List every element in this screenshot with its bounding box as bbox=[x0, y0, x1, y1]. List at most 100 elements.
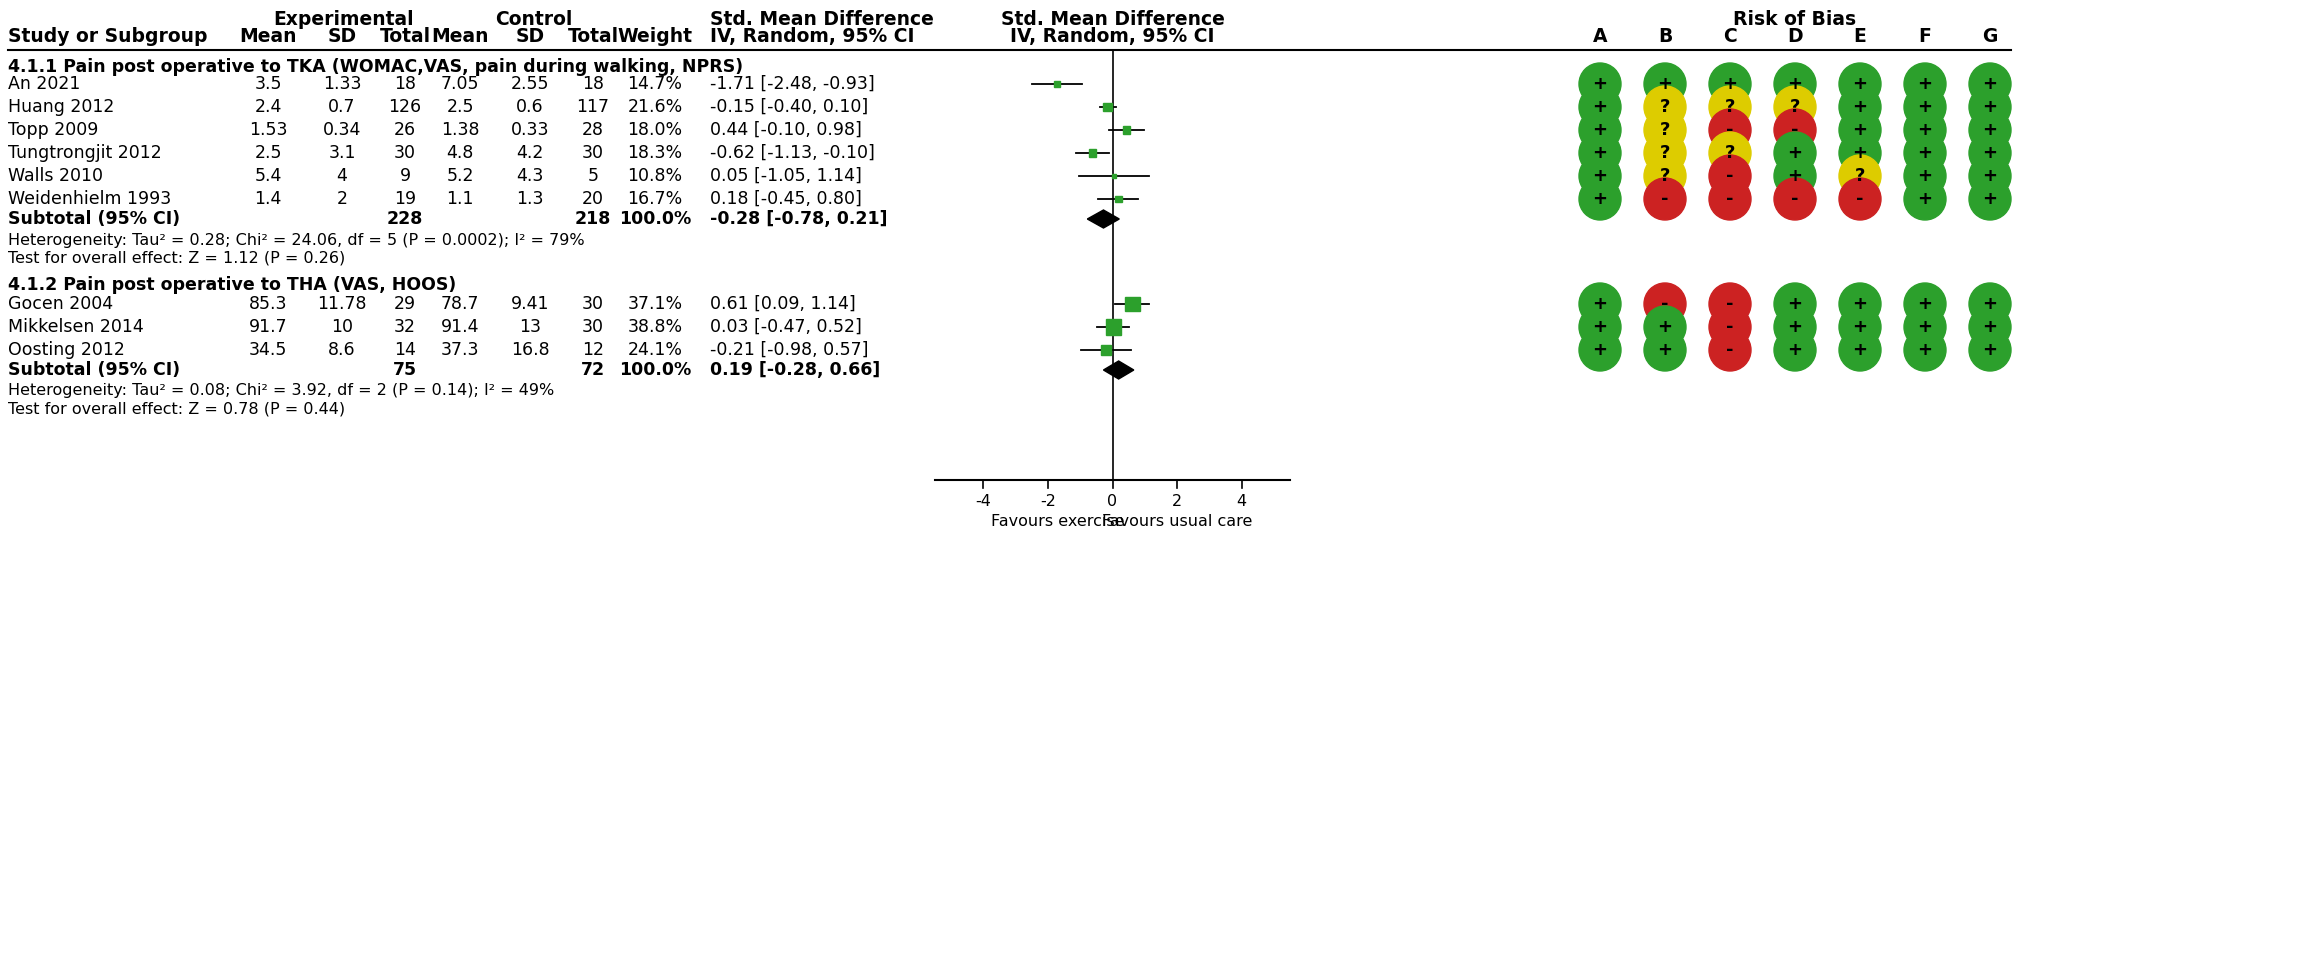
Text: -: - bbox=[1726, 341, 1733, 359]
Circle shape bbox=[1710, 155, 1752, 197]
Text: 21.6%: 21.6% bbox=[627, 98, 683, 116]
Text: Test for overall effect: Z = 1.12 (P = 0.26): Test for overall effect: Z = 1.12 (P = 0… bbox=[7, 251, 345, 266]
Text: Topp 2009: Topp 2009 bbox=[7, 121, 100, 139]
Text: C: C bbox=[1724, 27, 1738, 46]
Circle shape bbox=[1969, 132, 2011, 174]
Text: +: + bbox=[1854, 341, 1867, 359]
Text: 4: 4 bbox=[336, 167, 347, 185]
Text: 1.33: 1.33 bbox=[322, 75, 361, 93]
Circle shape bbox=[1710, 132, 1752, 174]
Circle shape bbox=[1904, 63, 1946, 105]
Text: 0.19 [-0.28, 0.66]: 0.19 [-0.28, 0.66] bbox=[710, 361, 879, 379]
Text: Huang 2012: Huang 2012 bbox=[7, 98, 113, 116]
Text: 30: 30 bbox=[583, 318, 604, 336]
Text: 20: 20 bbox=[583, 190, 604, 208]
Text: 1.53: 1.53 bbox=[248, 121, 287, 139]
Text: +: + bbox=[1592, 295, 1608, 313]
Text: 117: 117 bbox=[576, 98, 609, 116]
Text: -1.71 [-2.48, -0.93]: -1.71 [-2.48, -0.93] bbox=[710, 75, 875, 93]
Text: +: + bbox=[1854, 98, 1867, 116]
Text: Std. Mean Difference: Std. Mean Difference bbox=[1000, 11, 1224, 29]
Text: D: D bbox=[1786, 27, 1803, 46]
Circle shape bbox=[1643, 329, 1687, 371]
Text: 24.1%: 24.1% bbox=[627, 341, 683, 359]
Bar bbox=[1104, 103, 1113, 112]
Text: -2: -2 bbox=[1039, 495, 1055, 510]
Circle shape bbox=[1775, 109, 1816, 151]
Text: +: + bbox=[1786, 341, 1803, 359]
Circle shape bbox=[1969, 63, 2011, 105]
Text: SD: SD bbox=[329, 27, 356, 46]
Circle shape bbox=[1904, 283, 1946, 325]
Text: +: + bbox=[1918, 121, 1932, 139]
Text: -: - bbox=[1726, 190, 1733, 208]
Bar bbox=[1101, 345, 1111, 355]
Text: 18: 18 bbox=[583, 75, 604, 93]
Text: ?: ? bbox=[1659, 167, 1671, 185]
Circle shape bbox=[1969, 178, 2011, 220]
Text: 0.34: 0.34 bbox=[324, 121, 361, 139]
Text: G: G bbox=[1983, 27, 1997, 46]
Text: +: + bbox=[1983, 144, 1997, 162]
Circle shape bbox=[1710, 283, 1752, 325]
Text: +: + bbox=[1657, 318, 1673, 336]
Text: Tungtrongjit 2012: Tungtrongjit 2012 bbox=[7, 144, 162, 162]
Text: +: + bbox=[1983, 295, 1997, 313]
Text: B: B bbox=[1657, 27, 1673, 46]
Text: 30: 30 bbox=[393, 144, 417, 162]
Text: 91.4: 91.4 bbox=[440, 318, 479, 336]
Text: 228: 228 bbox=[386, 210, 423, 228]
Text: 91.7: 91.7 bbox=[248, 318, 287, 336]
Circle shape bbox=[1840, 155, 1881, 197]
Text: IV, Random, 95% CI: IV, Random, 95% CI bbox=[710, 27, 914, 46]
Text: +: + bbox=[1592, 75, 1608, 93]
Text: +: + bbox=[1722, 75, 1738, 93]
Text: 0.7: 0.7 bbox=[329, 98, 356, 116]
Text: 2.55: 2.55 bbox=[511, 75, 548, 93]
Text: Gocen 2004: Gocen 2004 bbox=[7, 295, 113, 313]
Text: 4.1.1 Pain post operative to TKA (WOMAC,VAS, pain during walking, NPRS): 4.1.1 Pain post operative to TKA (WOMAC,… bbox=[7, 58, 743, 76]
Text: +: + bbox=[1983, 341, 1997, 359]
Text: 10.8%: 10.8% bbox=[627, 167, 683, 185]
Text: 0.44 [-0.10, 0.98]: 0.44 [-0.10, 0.98] bbox=[710, 121, 861, 139]
Circle shape bbox=[1840, 329, 1881, 371]
Text: ?: ? bbox=[1659, 121, 1671, 139]
Text: +: + bbox=[1592, 121, 1608, 139]
Text: 30: 30 bbox=[583, 295, 604, 313]
Text: Risk of Bias: Risk of Bias bbox=[1733, 11, 1856, 29]
Text: 34.5: 34.5 bbox=[250, 341, 287, 359]
Text: +: + bbox=[1854, 121, 1867, 139]
Text: Subtotal (95% CI): Subtotal (95% CI) bbox=[7, 210, 180, 228]
Text: Heterogeneity: Tau² = 0.08; Chi² = 3.92, df = 2 (P = 0.14); I² = 49%: Heterogeneity: Tau² = 0.08; Chi² = 3.92,… bbox=[7, 383, 555, 399]
Circle shape bbox=[1840, 306, 1881, 348]
Circle shape bbox=[1578, 306, 1622, 348]
Text: 85.3: 85.3 bbox=[248, 295, 287, 313]
Circle shape bbox=[1710, 329, 1752, 371]
Circle shape bbox=[1643, 132, 1687, 174]
Text: 72: 72 bbox=[581, 361, 604, 379]
Text: 19: 19 bbox=[393, 190, 417, 208]
Circle shape bbox=[1840, 178, 1881, 220]
Text: 32: 32 bbox=[393, 318, 417, 336]
Text: +: + bbox=[1854, 144, 1867, 162]
Text: 0.05 [-1.05, 1.14]: 0.05 [-1.05, 1.14] bbox=[710, 167, 861, 185]
Text: 8.6: 8.6 bbox=[329, 341, 356, 359]
Text: +: + bbox=[1983, 75, 1997, 93]
Text: Favours usual care: Favours usual care bbox=[1101, 514, 1252, 529]
Text: 37.3: 37.3 bbox=[440, 341, 479, 359]
Text: 2: 2 bbox=[336, 190, 347, 208]
Text: +: + bbox=[1983, 318, 1997, 336]
Bar bbox=[1106, 319, 1122, 335]
Text: +: + bbox=[1918, 75, 1932, 93]
Text: -0.21 [-0.98, 0.57]: -0.21 [-0.98, 0.57] bbox=[710, 341, 868, 359]
Text: 0.18 [-0.45, 0.80]: 0.18 [-0.45, 0.80] bbox=[710, 190, 861, 208]
Bar bbox=[1113, 173, 1115, 178]
Circle shape bbox=[1578, 329, 1622, 371]
Text: 38.8%: 38.8% bbox=[627, 318, 683, 336]
Circle shape bbox=[1840, 109, 1881, 151]
Text: 4.8: 4.8 bbox=[447, 144, 474, 162]
Text: Study or Subgroup: Study or Subgroup bbox=[7, 27, 208, 46]
Circle shape bbox=[1775, 178, 1816, 220]
Text: +: + bbox=[1983, 98, 1997, 116]
Text: 16.7%: 16.7% bbox=[627, 190, 683, 208]
